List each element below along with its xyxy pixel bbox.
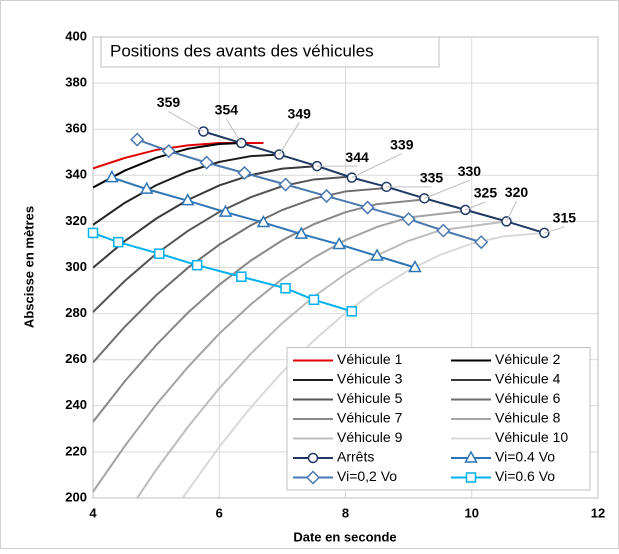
legend-label: Véhicule 5 [337, 390, 403, 406]
title-box [100, 36, 440, 68]
series-line [136, 220, 507, 498]
leader-line [465, 201, 486, 211]
x-tick-label: 6 [216, 505, 223, 520]
marker [294, 226, 309, 239]
y-axis-title: Abscisse en mètres [21, 206, 36, 328]
marker [218, 204, 233, 217]
marker [139, 181, 154, 194]
y-tick-label: 380 [65, 75, 87, 90]
x-tick-label: 10 [465, 505, 479, 520]
leader-line [351, 153, 403, 179]
legend-label: Véhicule 7 [337, 410, 403, 426]
marker [180, 193, 195, 206]
legend-label: Vi=0.4 Vo [495, 449, 555, 465]
legend-box [286, 347, 591, 491]
y-tick-label: 260 [65, 351, 87, 366]
x-tick-label: 12 [591, 505, 605, 520]
legend-marker [465, 472, 477, 483]
legend-marker [305, 470, 321, 485]
series-line [136, 138, 482, 244]
leader-line [278, 122, 300, 155]
marker [474, 235, 489, 250]
marker [332, 236, 346, 250]
y-tick-label: 320 [65, 213, 87, 228]
marker [161, 144, 176, 159]
stop-label: 359 [157, 94, 181, 110]
y-tick-label: 240 [65, 397, 87, 412]
y-tick-label: 220 [65, 443, 87, 458]
series-line [93, 175, 352, 313]
marker [280, 282, 291, 294]
leader-line [424, 179, 470, 199]
leader-line [168, 111, 204, 132]
legend-label: Véhicule 6 [495, 390, 561, 406]
legend-label: Véhicule 1 [337, 351, 403, 367]
y-tick-label: 360 [65, 121, 87, 136]
legend-label: Vi=0,2 Vo [337, 468, 397, 484]
marker [401, 212, 416, 227]
y-tick-label: 200 [65, 489, 87, 504]
legend-label: Arrêts [337, 449, 374, 465]
marker [199, 155, 214, 170]
leader-line [225, 118, 242, 144]
stop-label: 335 [420, 170, 444, 186]
stop-label: 349 [288, 105, 312, 121]
legend-marker [464, 450, 478, 463]
legend-label: Véhicule 2 [495, 351, 561, 367]
x-tick-label: 4 [89, 505, 97, 520]
stop-label: 320 [505, 184, 529, 200]
stop-label: 330 [458, 163, 482, 179]
marker [408, 259, 422, 273]
leader-line [544, 226, 565, 234]
marker [346, 306, 358, 317]
marker [308, 294, 320, 306]
legend-label: Véhicule 10 [495, 429, 568, 445]
series-line [93, 153, 280, 226]
marker [87, 227, 99, 239]
marker [278, 177, 293, 192]
marker [360, 200, 375, 215]
legend-label: Véhicule 4 [495, 371, 561, 387]
chart-title: Positions des avants des véhicules [110, 41, 374, 60]
marker [113, 236, 124, 248]
legend-label: Vi=0.6 Vo [495, 468, 555, 484]
marker [436, 223, 451, 238]
series-line [93, 210, 466, 493]
y-tick-label: 400 [65, 28, 87, 43]
marker [370, 248, 384, 261]
x-axis-title: Date en seconde [293, 529, 396, 544]
legend-label: Véhicule 3 [337, 371, 403, 387]
stop-label: 339 [390, 136, 414, 152]
stop-label: 344 [345, 149, 369, 165]
marker [236, 271, 247, 282]
y-tick-label: 300 [65, 259, 87, 274]
stop-label: 325 [474, 185, 498, 201]
series-line [93, 165, 318, 269]
legend-label: Véhicule 8 [495, 410, 561, 426]
series-line [203, 130, 545, 234]
stop-label: 354 [215, 102, 239, 118]
series-line [93, 198, 425, 423]
marker [191, 259, 203, 271]
stop-label: 315 [553, 210, 577, 226]
marker [105, 170, 119, 183]
marker [130, 132, 145, 147]
marker [319, 188, 334, 204]
legend-label: Véhicule 9 [337, 429, 403, 445]
legend-marker [307, 452, 319, 464]
marker [237, 165, 252, 181]
x-tick-label: 8 [342, 505, 349, 520]
marker [256, 214, 271, 228]
y-tick-label: 280 [65, 305, 87, 320]
marker [154, 248, 165, 259]
y-tick-label: 340 [65, 167, 87, 182]
leader-line [506, 201, 517, 222]
